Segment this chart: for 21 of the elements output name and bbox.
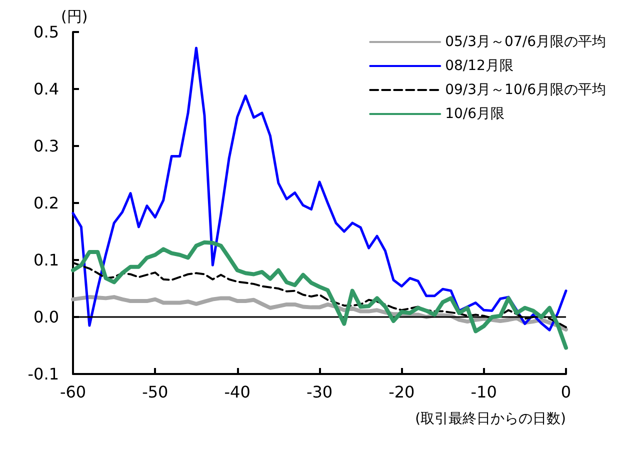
y-tick-label: 0.2 [34, 194, 59, 212]
x-tick-label: 0 [560, 382, 572, 402]
y-tick-label: -0.1 [28, 364, 59, 384]
x-tick-label: -10 [470, 382, 497, 402]
y-tick-label: 0.4 [34, 80, 59, 98]
x-tick-label: -50 [142, 382, 168, 402]
x-tick-label: -20 [388, 382, 415, 402]
y-tick-label: 0.1 [34, 250, 59, 270]
x-tick-label: -60 [60, 382, 86, 402]
legend-label: 08/12月限 [445, 58, 514, 74]
y-tick-label: 0.3 [34, 136, 59, 156]
legend-label: 10/6月限 [445, 106, 505, 122]
x-tick-label: -40 [224, 382, 250, 402]
line-series [71, 240, 568, 350]
x-tick-label: -30 [306, 382, 333, 402]
x-axis-title: (取引最終日からの日数) [415, 411, 566, 427]
legend-label: 05/3月～07/6月限の平均 [445, 34, 606, 50]
y-tick-label: 0.5 [34, 22, 59, 42]
y-axis-title: (円) [61, 8, 88, 26]
y-tick-label: 0.0 [34, 308, 59, 326]
legend-label: 09/3月～10/6月限の平均 [445, 82, 606, 98]
